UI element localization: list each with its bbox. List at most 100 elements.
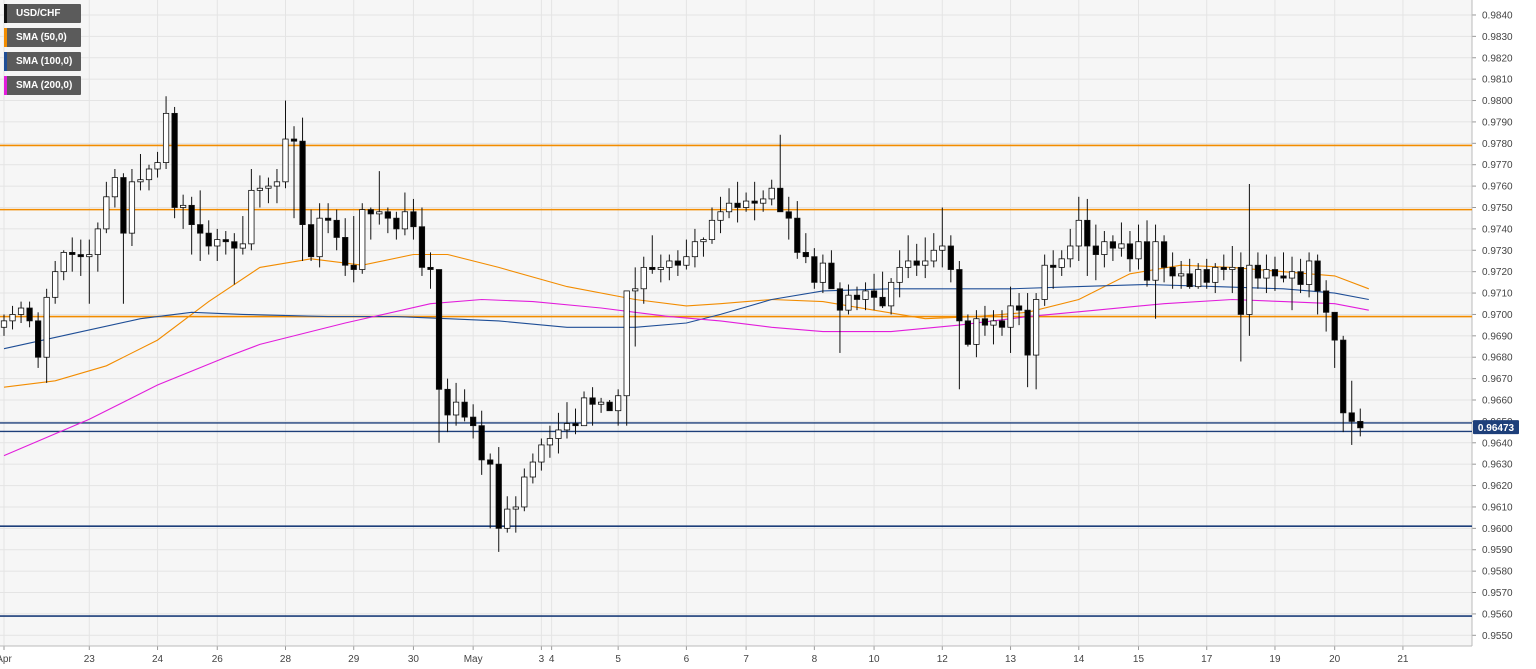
candle-up — [1288, 271, 1296, 279]
sma-line-1000 — [3, 283, 1369, 350]
candle-down — [487, 459, 494, 465]
candle-up — [1033, 299, 1040, 356]
candle-down — [1348, 412, 1355, 422]
candle-up — [691, 241, 699, 258]
candle-up — [265, 185, 272, 189]
candle-down — [606, 401, 613, 412]
candle-down — [1203, 269, 1210, 283]
y-tick-label: 0.9820 — [1482, 53, 1513, 64]
x-tick-label: 19 — [1269, 654, 1281, 665]
candle-down — [572, 423, 579, 427]
candle-down — [1024, 309, 1031, 356]
x-tick-label: 28 — [280, 654, 292, 665]
candle-down — [589, 397, 596, 405]
candle-down — [1280, 275, 1287, 279]
candle-down — [964, 320, 971, 345]
candle-down — [342, 237, 349, 266]
y-tick-label: 0.9780 — [1482, 139, 1513, 150]
candle-down — [734, 202, 741, 208]
candle-up — [555, 429, 562, 439]
candle-up — [538, 444, 545, 463]
y-tick-label: 0.9810 — [1482, 75, 1513, 86]
candle-down — [333, 219, 340, 238]
candle-down — [1092, 245, 1099, 255]
candle-down — [956, 269, 963, 322]
candle-up — [145, 168, 153, 181]
x-tick-label: 29 — [348, 654, 360, 665]
candle-up — [640, 266, 647, 290]
legend-label-sma100: SMA (100,0) — [16, 56, 73, 67]
candle-down — [1254, 264, 1262, 279]
legend-item-usdchf[interactable]: USD/CHF — [4, 4, 82, 23]
legend-item-sma50[interactable]: SMA (50,0) — [4, 28, 82, 47]
x-tick-label: 21 — [1397, 654, 1409, 665]
legend-swatch-usdchf — [4, 4, 7, 23]
legend-label-usdchf: USD/CHF — [16, 8, 61, 19]
candle-down — [171, 112, 178, 208]
y-tick-label: 0.9640 — [1482, 438, 1513, 449]
candle-down — [205, 232, 212, 247]
candle-up — [103, 196, 110, 230]
candle-down — [418, 226, 426, 268]
candle-down — [879, 296, 886, 307]
candle-up — [623, 290, 630, 397]
candle-up — [563, 423, 571, 431]
candle-up — [615, 395, 622, 412]
candle-up — [888, 281, 895, 307]
candle-down — [649, 266, 656, 270]
candle-down — [325, 217, 332, 221]
candle-up — [666, 260, 673, 268]
candle-down — [1323, 290, 1330, 313]
y-tick-label: 0.9790 — [1482, 117, 1513, 128]
candle-up — [1135, 241, 1142, 260]
y-tick-label: 0.9830 — [1482, 32, 1513, 43]
candle-down — [828, 262, 835, 290]
y-axis-panel — [1472, 0, 1536, 669]
candle-down — [1331, 311, 1338, 341]
x-tick-label: 17 — [1201, 654, 1213, 665]
candle-up — [256, 187, 264, 191]
legend-swatch-sma200 — [4, 76, 7, 95]
candle-up — [376, 211, 383, 215]
candle-down — [478, 425, 485, 461]
x-tick-label: 20 — [1329, 654, 1341, 665]
sma-line-2000 — [3, 298, 1369, 457]
candle-down — [802, 252, 809, 258]
candle-up — [94, 228, 101, 255]
legend-item-sma100[interactable]: SMA (100,0) — [4, 52, 82, 71]
candle-up — [930, 249, 937, 262]
candle-down — [811, 256, 818, 283]
candle-down — [299, 140, 306, 226]
candle-up — [512, 506, 519, 510]
legend-item-sma200[interactable]: SMA (200,0) — [4, 76, 82, 95]
x-tick-label: 23 — [84, 654, 96, 665]
y-tick-label: 0.9800 — [1482, 96, 1513, 107]
y-tick-label: 0.9840 — [1482, 10, 1513, 21]
candle-down — [1314, 260, 1321, 292]
y-tick-label: 0.9590 — [1482, 545, 1513, 556]
candle-up — [708, 219, 716, 240]
candle-up — [1195, 269, 1202, 288]
candle-up — [86, 254, 93, 258]
y-tick-label: 0.9620 — [1482, 481, 1513, 492]
candle-down — [674, 260, 681, 266]
y-tick-label: 0.9550 — [1482, 631, 1513, 642]
y-tick-label: 0.9670 — [1482, 374, 1513, 385]
candle-down — [350, 264, 357, 270]
candle-down — [870, 290, 878, 298]
y-tick-label: 0.9690 — [1482, 331, 1513, 342]
candle-up — [598, 401, 605, 405]
x-tick-label: 14 — [1073, 654, 1085, 665]
legend-label-sma50: SMA (50,0) — [16, 32, 67, 43]
y-tick-label: 0.9760 — [1482, 182, 1513, 193]
legend: USD/CHF SMA (50,0) SMA (100,0) SMA (200,… — [4, 4, 82, 95]
candle-up — [282, 138, 289, 183]
candle-up — [939, 245, 946, 251]
y-tick-label: 0.9770 — [1482, 160, 1513, 171]
x-tick-label: May — [464, 654, 483, 665]
candle-down — [120, 177, 127, 234]
y-tick-label: 0.9720 — [1482, 267, 1513, 278]
candle-up — [1118, 243, 1125, 249]
x-tick-label: 7 — [743, 654, 749, 665]
candle-down — [1126, 243, 1134, 260]
